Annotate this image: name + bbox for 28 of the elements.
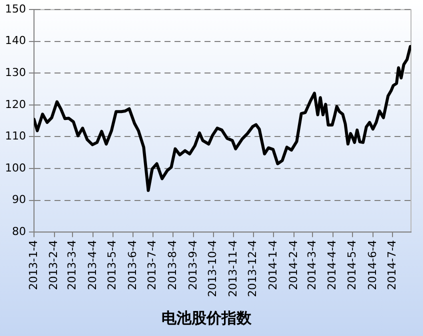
y-tick-label: 150 xyxy=(4,2,26,16)
y-tick-label: 130 xyxy=(4,66,26,80)
x-tick-label: 2013-3-4 xyxy=(66,240,79,290)
x-tick-label: 2014-3-4 xyxy=(305,240,318,290)
y-tick-label: 80 xyxy=(12,224,26,238)
x-tick-label: 2014-7-4 xyxy=(385,240,398,290)
x-tick-label: 2014-2-4 xyxy=(286,240,300,290)
x-tick-label: 2013-2-4 xyxy=(47,240,60,290)
text: 电池股价指数 xyxy=(162,308,252,327)
x-tick-label: 2013-5-4 xyxy=(106,240,119,290)
x-tick-label: 2013-8-4 xyxy=(166,240,180,290)
x-tick-label: 2014-5-4 xyxy=(345,240,358,290)
x-tick-label: 2013-11-4 xyxy=(226,240,240,298)
y-tick-label: 140 xyxy=(4,34,26,48)
x-tick-label: 2013-4-4 xyxy=(86,240,99,290)
y-tick-label: 120 xyxy=(4,98,26,111)
x-tick-label: 2013-10-4 xyxy=(206,240,220,298)
y-tick-label: 110 xyxy=(4,130,26,143)
x-tick-label: 2014-4-4 xyxy=(326,240,339,290)
x-tick-label: 2013-1-4 xyxy=(26,240,40,290)
x-tick-label: 2013-7-4 xyxy=(146,240,159,290)
x-tick-label: 2014-6-4 xyxy=(366,240,379,290)
y-tick-label: 100 xyxy=(4,161,26,174)
x-tick-label: 2013-9-4 xyxy=(186,240,200,290)
y-tick-label: 90 xyxy=(12,193,26,206)
x-tick-label: 2014-1-4 xyxy=(266,240,280,290)
x-tick-label: 2013-12-4 xyxy=(246,240,260,298)
x-tick-label: 2013-6-4 xyxy=(126,240,140,290)
